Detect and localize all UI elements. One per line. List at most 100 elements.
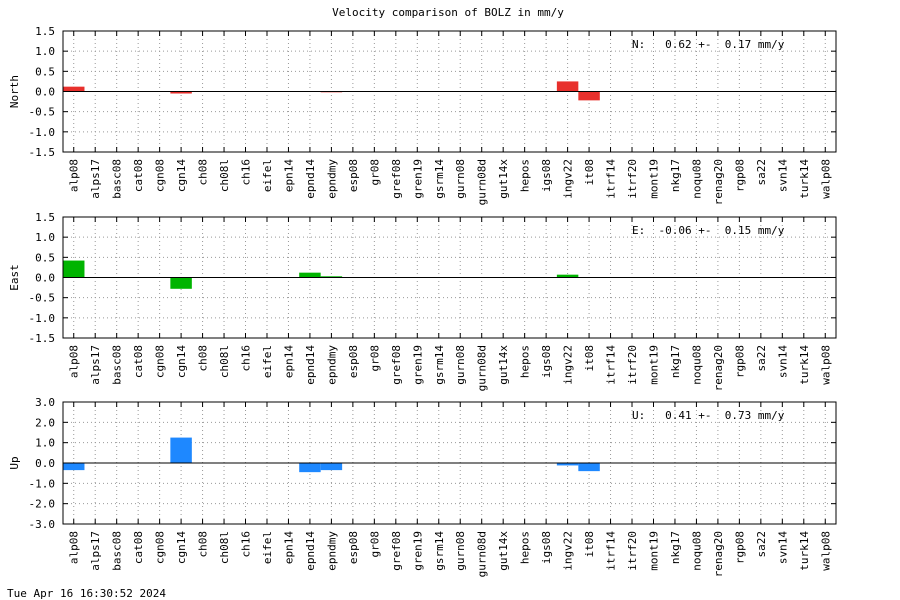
x-tick-label: ingv22 <box>562 345 575 385</box>
bar <box>170 91 192 94</box>
x-tick-label: cgn08 <box>154 531 167 564</box>
x-tick-label: alp08 <box>68 159 81 192</box>
x-tick-label: alps17 <box>89 159 102 199</box>
x-tick-label: gref08 <box>390 159 403 199</box>
y-tick-label: 3.0 <box>35 396 55 409</box>
x-tick-label: gr08 <box>368 345 381 372</box>
x-tick-label: cat08 <box>132 345 145 378</box>
x-tick-label: cgn14 <box>175 159 188 192</box>
bar <box>578 91 600 101</box>
x-tick-label: itrf20 <box>626 345 639 385</box>
x-tick-label: nkg17 <box>669 159 682 192</box>
bar <box>170 437 192 463</box>
bar <box>63 463 85 471</box>
x-tick-label: ch16 <box>240 531 253 558</box>
y-axis-label: Up <box>8 456 21 469</box>
x-tick-label: epnd14 <box>304 531 317 571</box>
y-tick-label: -2.0 <box>29 498 56 511</box>
x-tick-label: cgn08 <box>154 159 167 192</box>
y-tick-label: -3.0 <box>29 518 56 531</box>
x-tick-label: basc08 <box>111 531 124 571</box>
x-tick-label: cgn14 <box>175 345 188 378</box>
x-tick-label: mont19 <box>647 159 660 199</box>
x-tick-label: esp08 <box>347 531 360 564</box>
bar <box>320 463 343 471</box>
x-tick-label: renag20 <box>712 345 725 391</box>
x-tick-label: basc08 <box>111 159 124 199</box>
y-tick-label: 0.5 <box>35 65 55 78</box>
x-tick-label: ch16 <box>240 345 253 372</box>
x-tick-label: sa22 <box>755 159 768 186</box>
x-tick-label: alps17 <box>89 345 102 385</box>
x-tick-label: itrf14 <box>605 531 618 571</box>
x-tick-label: gr08 <box>368 159 381 186</box>
x-tick-label: gurn08d <box>476 531 489 577</box>
x-tick-label: ch08l <box>218 345 231 378</box>
bar <box>556 463 579 466</box>
x-tick-label: eifel <box>261 531 274 564</box>
y-tick-label: -0.5 <box>29 106 56 119</box>
plot-frame <box>62 216 837 339</box>
x-tick-label: it08 <box>583 159 596 186</box>
y-tick-label: 1.0 <box>35 437 55 450</box>
footer: Tue Apr 16 16:30:52 2024 <box>7 587 166 600</box>
x-tick-label: gurn08 <box>454 531 467 571</box>
plot-frame <box>62 30 837 153</box>
x-tick-label: gsrm14 <box>433 531 446 571</box>
x-tick-label: cat08 <box>132 159 145 192</box>
y-axis-label: North <box>8 75 21 108</box>
plot-frame <box>62 401 837 525</box>
x-tick-label: mont19 <box>647 345 660 385</box>
x-tick-label: gr08 <box>368 531 381 558</box>
annotation: E: -0.06 +- 0.15 mm/y <box>632 224 785 237</box>
annotation: N: 0.62 +- 0.17 mm/y <box>632 38 785 51</box>
x-tick-label: nkg17 <box>669 531 682 564</box>
x-tick-label: gren19 <box>411 345 424 385</box>
x-tick-label: noqu08 <box>690 159 703 199</box>
x-tick-label: noqu08 <box>690 345 703 385</box>
x-tick-label: turk14 <box>798 159 811 199</box>
x-tick-label: epnd14 <box>304 159 317 199</box>
y-tick-label: 0.0 <box>35 272 55 285</box>
x-tick-label: gref08 <box>390 345 403 385</box>
bar <box>320 276 343 278</box>
x-tick-label: hepos <box>519 531 532 564</box>
x-tick-label: epnd14 <box>304 345 317 385</box>
x-tick-label: epndmy <box>325 531 338 571</box>
x-tick-label: renag20 <box>712 159 725 205</box>
x-tick-label: igs08 <box>540 159 553 192</box>
x-tick-label: ch08 <box>197 159 210 186</box>
x-tick-label: alp08 <box>68 345 81 378</box>
x-tick-label: svn14 <box>776 345 789 378</box>
x-tick-label: ch08 <box>197 345 210 372</box>
x-tick-label: it08 <box>583 345 596 372</box>
y-tick-label: 0.0 <box>35 86 55 99</box>
x-tick-label: mont19 <box>647 531 660 571</box>
x-tick-label: noqu08 <box>690 531 703 571</box>
x-tick-label: walp08 <box>819 345 832 385</box>
x-tick-label: epn14 <box>282 159 295 192</box>
x-tick-label: gref08 <box>390 531 403 571</box>
x-tick-label: ch16 <box>240 159 253 186</box>
x-tick-label: rgp08 <box>733 159 746 192</box>
y-tick-label: 0.0 <box>35 457 55 470</box>
x-tick-label: svn14 <box>776 531 789 564</box>
x-tick-label: walp08 <box>819 531 832 571</box>
x-tick-label: itrf14 <box>605 345 618 385</box>
y-tick-label: 2.0 <box>35 416 55 429</box>
y-tick-label: 0.5 <box>35 251 55 264</box>
x-tick-label: sa22 <box>755 531 768 558</box>
x-tick-label: ch08 <box>197 531 210 558</box>
x-tick-label: walp08 <box>819 159 832 199</box>
x-tick-label: ch08l <box>218 159 231 192</box>
bar <box>556 81 579 92</box>
y-tick-label: -1.5 <box>29 146 56 159</box>
y-tick-label: 1.5 <box>35 25 55 38</box>
x-tick-label: epn14 <box>282 531 295 564</box>
x-tick-label: esp08 <box>347 345 360 378</box>
bar <box>578 463 600 472</box>
y-tick-label: -0.5 <box>29 292 56 305</box>
x-tick-label: basc08 <box>111 345 124 385</box>
x-tick-label: cgn08 <box>154 345 167 378</box>
